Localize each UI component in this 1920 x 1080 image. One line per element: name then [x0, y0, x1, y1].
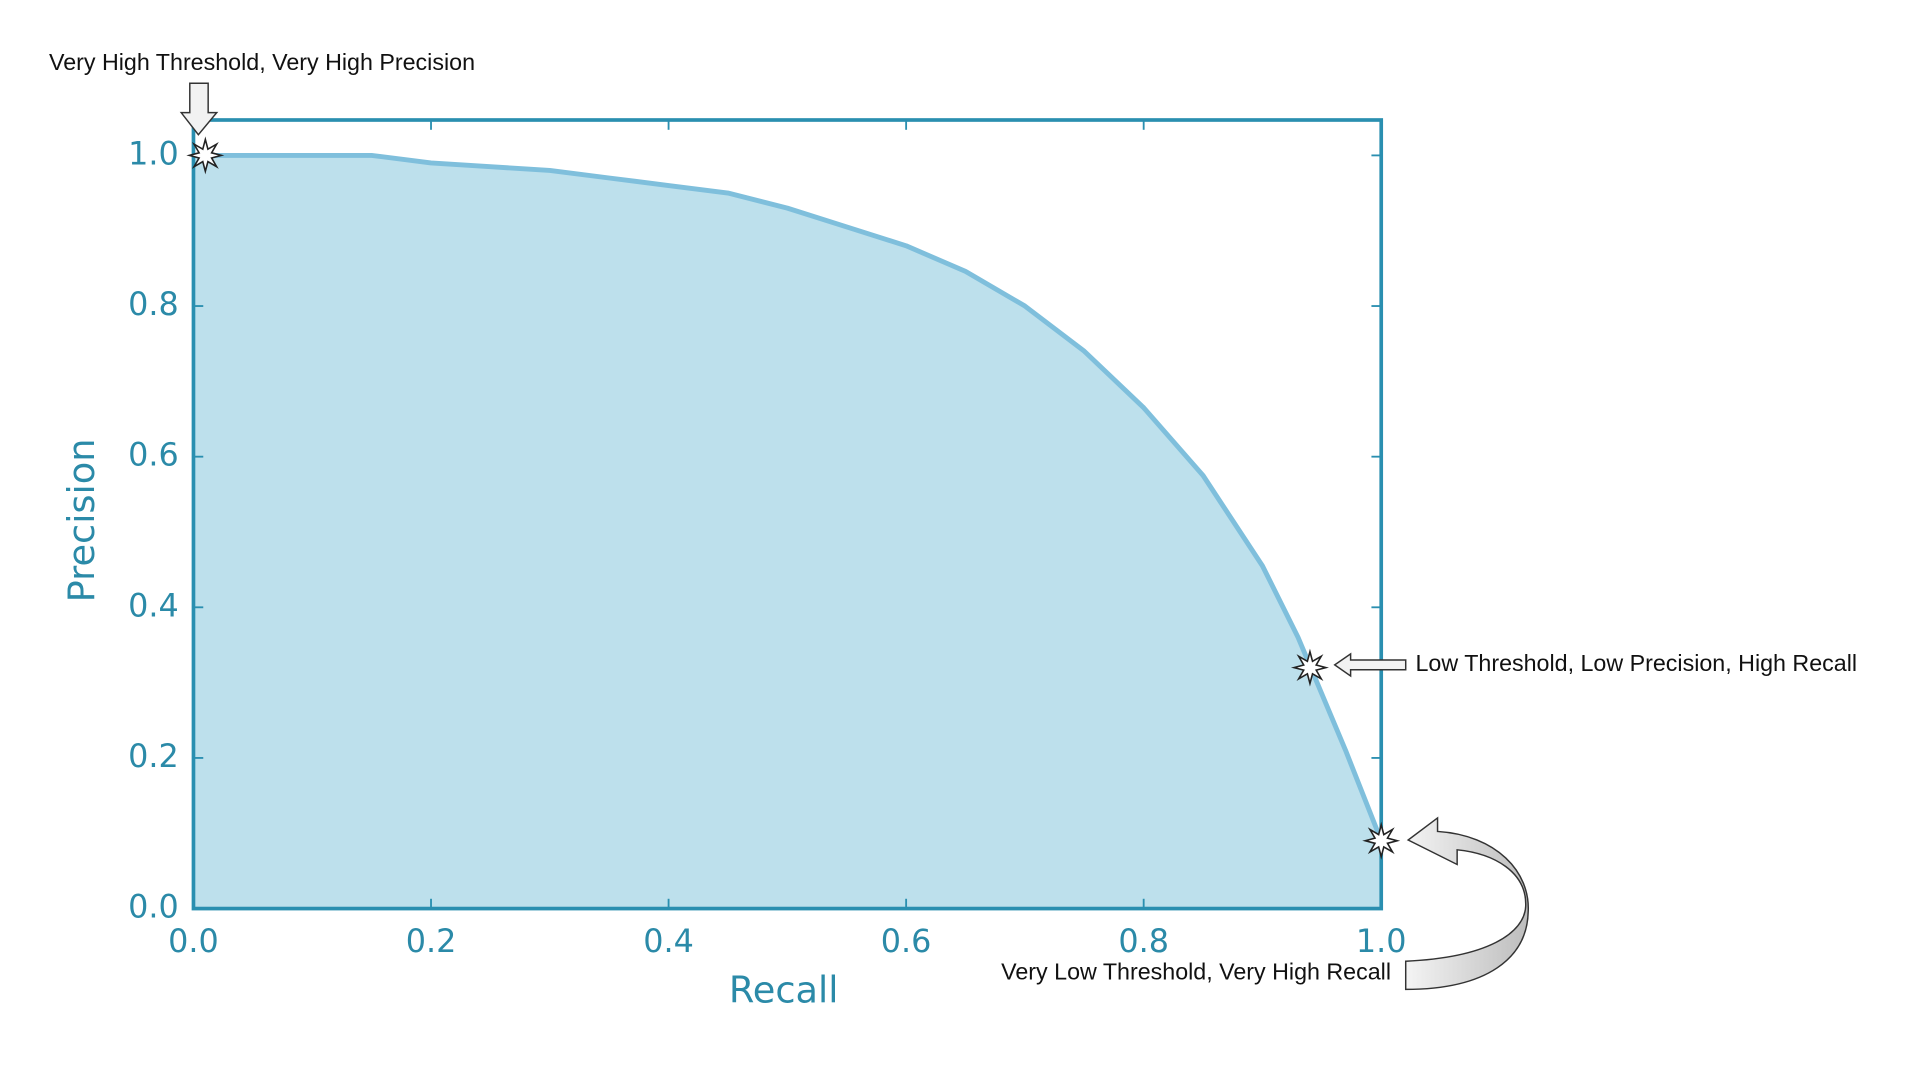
x-tick-label: 1.0 — [1356, 922, 1407, 960]
marker-star — [1362, 821, 1401, 860]
x-tick-label: 0.8 — [1118, 922, 1169, 960]
x-tick-label: 0.6 — [881, 922, 932, 960]
annotation: Very Low Threshold, Very High Recall — [1001, 959, 1391, 985]
y-tick-label: 0.2 — [128, 737, 179, 775]
x-tick-label: 0.4 — [643, 922, 694, 960]
y-tick-label: 0.4 — [128, 586, 179, 624]
y-tick-label: 1.0 — [128, 134, 179, 172]
line — [193, 152, 1384, 842]
area — [193, 155, 1382, 909]
marker-star — [1290, 648, 1329, 687]
y-tick-label: 0.8 — [128, 285, 179, 323]
x-tick-label: 0.2 — [406, 922, 457, 960]
marker-star — [186, 136, 225, 175]
arrow — [1333, 652, 1407, 678]
annotation: Very High Threshold, Very High Precision — [49, 49, 475, 75]
curved-arrow — [1404, 816, 1529, 991]
frame — [191, 118, 1384, 911]
y-axis-label: Precision — [60, 438, 103, 602]
annotation: Low Threshold, Low Precision, High Recal… — [1416, 650, 1858, 676]
arrow — [179, 82, 219, 136]
y-tick-label: 0.0 — [128, 888, 179, 926]
plot-area: 0.0 0.2 0.4 0.6 0.8 1.0 0.0 0.2 0.4 0.6 0.8 1.0 — [128, 118, 1407, 960]
x-axis-label: Recall — [729, 968, 839, 1011]
y-tick-label: 0.6 — [128, 436, 179, 474]
x-tick-label: 0.0 — [168, 922, 219, 960]
